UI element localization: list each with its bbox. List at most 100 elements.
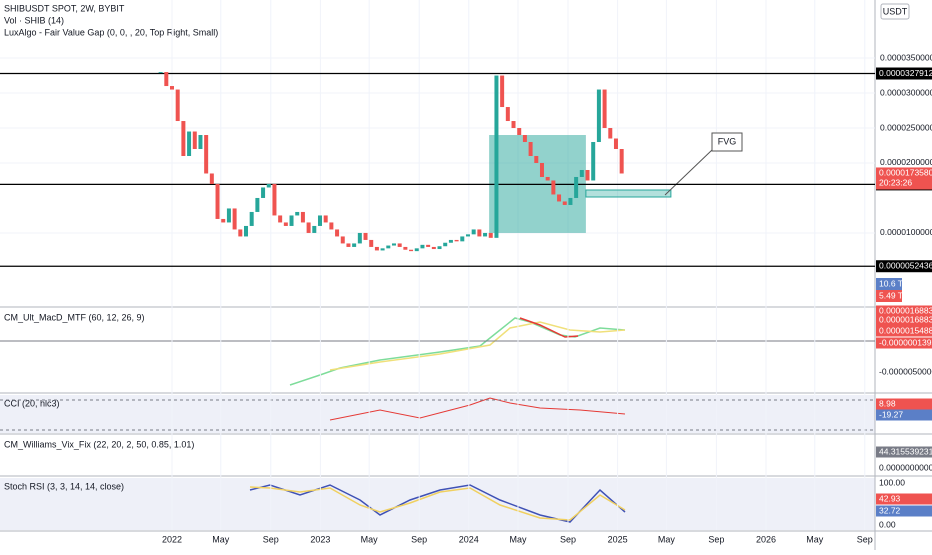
- pane-value-tag: [876, 409, 932, 421]
- candle: [426, 244, 431, 247]
- pane-title: CM_Williams_Vix_Fix (22, 20, 2, 50, 0.85…: [4, 439, 194, 449]
- pane-value: 100.00: [879, 477, 905, 487]
- x-tick-label: Sep: [411, 534, 427, 544]
- candle: [608, 128, 613, 139]
- level-label: 0.0000052436: [879, 260, 932, 270]
- candle: [266, 183, 271, 188]
- candle: [283, 222, 288, 226]
- candle: [443, 242, 448, 247]
- candle: [204, 135, 209, 174]
- x-tick-label: May: [509, 534, 527, 544]
- pane-value-tag: [876, 398, 932, 410]
- pane-value: 0.00: [879, 519, 896, 529]
- pane-value: 44.3155392319: [879, 446, 932, 456]
- candle: [471, 229, 476, 235]
- candle: [374, 246, 379, 251]
- pane-value-tag: [876, 505, 932, 517]
- plot-bg: [0, 0, 875, 530]
- x-tick-label: 2024: [459, 534, 479, 544]
- candle: [465, 234, 470, 237]
- x-tick-label: May: [212, 534, 230, 544]
- candle: [278, 215, 283, 223]
- candle: [352, 243, 357, 247]
- candle: [346, 243, 351, 247]
- pane-value-tag: [876, 305, 932, 317]
- candle: [483, 232, 488, 237]
- pane-title: CCI (20, hlc3): [4, 398, 60, 408]
- currency-button[interactable]: [880, 3, 910, 20]
- level-label: 0.0000327912: [879, 68, 932, 78]
- x-tick-label: 2025: [608, 534, 628, 544]
- fvg-arrow: [664, 149, 713, 196]
- x-tick-label: Sep: [560, 534, 576, 544]
- y-tick-label: 0.0000100000: [880, 227, 932, 237]
- candle: [500, 75, 505, 108]
- x-tick-label: May: [361, 534, 379, 544]
- candle: [409, 249, 414, 252]
- candle: [534, 155, 539, 163]
- volume-label: 10.6 T: [879, 278, 903, 288]
- candle: [448, 239, 453, 243]
- x-tick-label: Sep: [857, 534, 873, 544]
- candle: [505, 107, 510, 122]
- pane-value-tag: [876, 314, 932, 326]
- candle: [306, 222, 311, 233]
- candle: [545, 176, 550, 181]
- y-tick-label: 0.0000200000: [880, 157, 932, 167]
- candle: [255, 197, 260, 212]
- pane-value-tag: [876, 325, 932, 337]
- level-tag: [876, 260, 932, 273]
- candle: [312, 225, 317, 233]
- candle: [221, 218, 226, 223]
- fvg-small: [585, 189, 672, 198]
- pane-value: 8.98: [879, 398, 896, 408]
- candle: [170, 86, 174, 90]
- candle: [602, 89, 607, 129]
- candle: [272, 183, 277, 216]
- pane-value-tag: [876, 493, 932, 505]
- level-tag: [876, 67, 932, 80]
- candle: [295, 211, 300, 216]
- stoch-band: [0, 478, 875, 530]
- pane-value-tag: [876, 337, 932, 349]
- pane-value: 0.0000000000: [879, 462, 932, 472]
- volume-tag: [876, 290, 902, 302]
- pane-value: 0.0000015488: [879, 325, 932, 335]
- pane-value: 42.93: [879, 493, 901, 503]
- pane-value: -19.27: [879, 409, 903, 419]
- candle: [226, 208, 231, 223]
- candle: [562, 201, 567, 205]
- candle: [619, 149, 624, 174]
- candle: [613, 138, 618, 150]
- candle: [414, 248, 419, 252]
- indicator-lines: [249, 317, 626, 523]
- candle: [238, 229, 243, 237]
- candle: [323, 215, 328, 223]
- fvg-callout: [711, 132, 743, 152]
- countdown: 20:23:26: [879, 178, 912, 188]
- y-tick-label: 0.0000350000: [880, 52, 932, 62]
- candle: [454, 239, 459, 242]
- candle: [431, 246, 436, 250]
- pane-title: Stoch RSI (3, 3, 14, 14, close): [4, 481, 124, 491]
- candle: [329, 222, 334, 230]
- candle: [391, 243, 396, 246]
- candle: [340, 236, 345, 244]
- pane-value: -0.0000001395: [879, 337, 932, 347]
- last-price-tag: [876, 167, 932, 190]
- candle: [175, 89, 180, 122]
- candle: [397, 243, 402, 247]
- currency[interactable]: USDT: [883, 6, 908, 16]
- candle: [551, 180, 556, 195]
- candle: [477, 229, 482, 237]
- pane-value: 0.0000016883: [879, 305, 932, 315]
- candle: [574, 176, 579, 198]
- candle: [460, 236, 465, 242]
- symbol-title: SHIBUSDT SPOT, 2W, BYBIT: [4, 3, 125, 13]
- x-tick-label: 2023: [310, 534, 330, 544]
- candle: [494, 75, 499, 238]
- pane-title: CM_Ult_MacD_MTF (60, 12, 26, 9): [4, 312, 145, 322]
